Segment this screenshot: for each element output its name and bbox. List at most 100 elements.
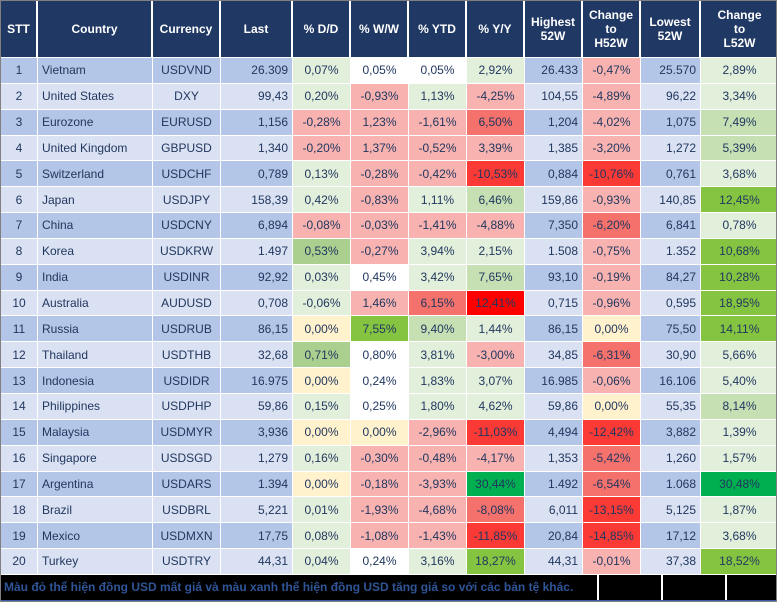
footer-bar: Màu đỏ thể hiện đồng USD mất giá và màu … bbox=[1, 574, 776, 601]
column-header-dd: % D/D bbox=[293, 1, 351, 58]
cell-currency: USDIDR bbox=[153, 368, 221, 394]
table-row: 5 Switzerland USDCHF 0,789 0,13% -0,28% -0,42%… bbox=[1, 161, 776, 188]
cell-chg_h: -0,01% bbox=[583, 549, 641, 575]
cell-chg_l: 7,49% bbox=[701, 109, 776, 136]
cell-currency: USDBRL bbox=[153, 497, 221, 524]
cell-chg_l: 5,39% bbox=[701, 135, 776, 162]
cell-chg_l: 8,14% bbox=[701, 393, 776, 420]
column-header-high: Highest 52W bbox=[525, 1, 583, 58]
cell-chg_l: 18,95% bbox=[701, 290, 776, 317]
table-row: 8 Korea USDKRW 1.497 0,53% -0,27% 3,94% 2,15% 1.… bbox=[1, 238, 776, 265]
header-row: STT Country Currency Last% D/D% W/W% YTD% Y… bbox=[1, 1, 776, 58]
cell-country: Vietnam bbox=[38, 58, 153, 84]
table-row: 3 Eurozone EURUSD 1,156 -0,28% 1,23% -1,61% 6,5… bbox=[1, 109, 776, 136]
cell-ytd: 3,42% bbox=[409, 264, 467, 291]
cell-stt: 11 bbox=[1, 316, 38, 343]
cell-low: 84,27 bbox=[641, 264, 701, 291]
column-header-chg_l: Change to L52W bbox=[701, 1, 776, 58]
cell-stt: 5 bbox=[1, 161, 38, 188]
cell-ww: 0,25% bbox=[351, 393, 409, 420]
cell-yy: -4,88% bbox=[467, 213, 525, 239]
cell-high: 93,10 bbox=[525, 264, 583, 291]
table-row: 13 Indonesia USDIDR 16.975 0,00% 0,24% 1,83% 3,… bbox=[1, 368, 776, 394]
cell-yy: 3,07% bbox=[467, 368, 525, 394]
cell-high: 44,31 bbox=[525, 549, 583, 575]
cell-chg_h: -0,47% bbox=[583, 58, 641, 84]
cell-chg_h: -0,06% bbox=[583, 368, 641, 394]
cell-chg_l: 1,39% bbox=[701, 419, 776, 446]
cell-chg_h: -5,42% bbox=[583, 445, 641, 472]
column-header-low: Lowest 52W bbox=[641, 1, 701, 58]
cell-country: United States bbox=[38, 83, 153, 110]
cell-currency: USDMXN bbox=[153, 523, 221, 550]
cell-low: 3,882 bbox=[641, 419, 701, 446]
cell-ytd: 1,83% bbox=[409, 368, 467, 394]
cell-ytd: -3,93% bbox=[409, 471, 467, 498]
cell-low: 1,272 bbox=[641, 135, 701, 162]
cell-dd: 0,07% bbox=[293, 58, 351, 84]
cell-chg_l: 3,68% bbox=[701, 161, 776, 188]
cell-last: 1.497 bbox=[221, 238, 293, 265]
cell-country: Australia bbox=[38, 290, 153, 317]
cell-stt: 12 bbox=[1, 342, 38, 369]
cell-chg_l: 10,28% bbox=[701, 264, 776, 291]
cell-ytd: -0,52% bbox=[409, 135, 467, 162]
cell-ytd: -0,48% bbox=[409, 445, 467, 472]
cell-high: 0,715 bbox=[525, 290, 583, 317]
cell-country: Argentina bbox=[38, 471, 153, 498]
table-row: 18 Brazil USDBRL 5,221 0,01% -1,93% -4,68% -8,0… bbox=[1, 497, 776, 524]
cell-low: 17,12 bbox=[641, 523, 701, 550]
cell-chg_h: -0,96% bbox=[583, 290, 641, 317]
cell-ww: 1,37% bbox=[351, 135, 409, 162]
cell-ww: -0,30% bbox=[351, 445, 409, 472]
cell-currency: USDSGD bbox=[153, 445, 221, 472]
cell-yy: -11,03% bbox=[467, 419, 525, 446]
column-header-last: Last bbox=[221, 1, 293, 58]
cell-currency: EURUSD bbox=[153, 109, 221, 136]
fx-table-header: STT Country Currency Last% D/D% W/W% YTD% Y… bbox=[1, 1, 776, 58]
cell-country: Korea bbox=[38, 238, 153, 265]
cell-stt: 15 bbox=[1, 419, 38, 446]
cell-ytd: -1,61% bbox=[409, 109, 467, 136]
cell-ww: 1,23% bbox=[351, 109, 409, 136]
cell-currency: USDINR bbox=[153, 264, 221, 291]
cell-dd: 0,00% bbox=[293, 471, 351, 498]
cell-ytd: 9,40% bbox=[409, 316, 467, 343]
cell-country: Japan bbox=[38, 187, 153, 214]
cell-high: 20,84 bbox=[525, 523, 583, 550]
cell-ww: 0,00% bbox=[351, 419, 409, 446]
cell-stt: 14 bbox=[1, 393, 38, 420]
cell-stt: 2 bbox=[1, 83, 38, 110]
cell-last: 3,936 bbox=[221, 419, 293, 446]
cell-stt: 13 bbox=[1, 368, 38, 394]
cell-chg_l: 1,87% bbox=[701, 497, 776, 524]
cell-ww: 0,24% bbox=[351, 549, 409, 575]
cell-chg_l: 0,78% bbox=[701, 213, 776, 239]
cell-low: 25.570 bbox=[641, 58, 701, 84]
cell-stt: 7 bbox=[1, 213, 38, 239]
cell-chg_h: 0,00% bbox=[583, 393, 641, 420]
cell-country: Eurozone bbox=[38, 109, 153, 136]
cell-stt: 6 bbox=[1, 187, 38, 214]
cell-stt: 3 bbox=[1, 109, 38, 136]
cell-low: 75,50 bbox=[641, 316, 701, 343]
cell-stt: 16 bbox=[1, 445, 38, 472]
cell-chg_h: -0,93% bbox=[583, 187, 641, 214]
cell-ytd: 1,11% bbox=[409, 187, 467, 214]
cell-low: 0,595 bbox=[641, 290, 701, 317]
cell-high: 1.508 bbox=[525, 238, 583, 265]
table-row: 11 Russia USDRUB 86,15 0,00% 7,55% 9,40% 1,44% 8… bbox=[1, 316, 776, 343]
cell-ytd: -0,42% bbox=[409, 161, 467, 188]
cell-dd: 0,00% bbox=[293, 316, 351, 343]
cell-stt: 9 bbox=[1, 264, 38, 291]
cell-dd: -0,06% bbox=[293, 290, 351, 317]
cell-currency: USDMYR bbox=[153, 419, 221, 446]
cell-high: 16.985 bbox=[525, 368, 583, 394]
cell-last: 5,221 bbox=[221, 497, 293, 524]
cell-stt: 19 bbox=[1, 523, 38, 550]
table-row: 16 Singapore USDSGD 1,279 0,16% -0,30% -0,48% -… bbox=[1, 445, 776, 472]
cell-dd: 0,00% bbox=[293, 419, 351, 446]
cell-dd: 0,42% bbox=[293, 187, 351, 214]
table-row: 1 Vietnam USDVND 26.309 0,07% 0,05% 0,05% 2,92%… bbox=[1, 58, 776, 84]
